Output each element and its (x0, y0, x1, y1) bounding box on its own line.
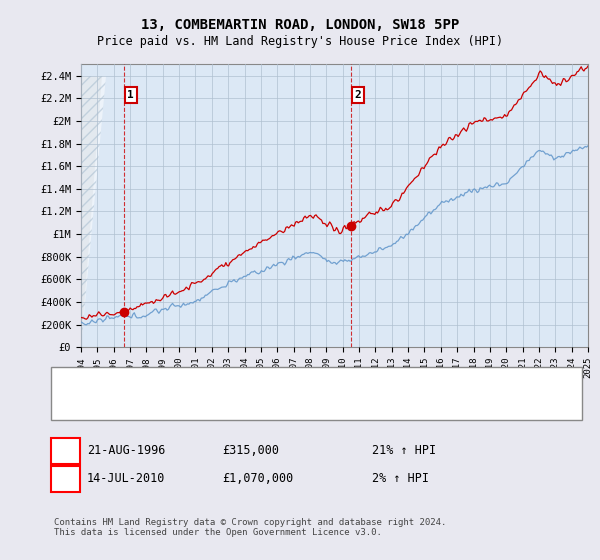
Text: HPI: Average price, detached house, Wandsworth: HPI: Average price, detached house, Wand… (105, 399, 392, 409)
Text: 14-JUL-2010: 14-JUL-2010 (87, 472, 166, 486)
Text: Price paid vs. HM Land Registry's House Price Index (HPI): Price paid vs. HM Land Registry's House … (97, 35, 503, 49)
Text: 1: 1 (62, 444, 69, 458)
Text: £315,000: £315,000 (222, 444, 279, 458)
Text: 2% ↑ HPI: 2% ↑ HPI (372, 472, 429, 486)
Text: 2: 2 (355, 90, 361, 100)
Text: 21-AUG-1996: 21-AUG-1996 (87, 444, 166, 458)
Text: 2: 2 (62, 472, 69, 486)
Polygon shape (81, 76, 102, 347)
Polygon shape (81, 76, 106, 347)
Text: 13, COMBEMARTIN ROAD, LONDON, SW18 5PP: 13, COMBEMARTIN ROAD, LONDON, SW18 5PP (141, 18, 459, 32)
Text: £1,070,000: £1,070,000 (222, 472, 293, 486)
Text: Contains HM Land Registry data © Crown copyright and database right 2024.
This d: Contains HM Land Registry data © Crown c… (54, 518, 446, 538)
Text: 1: 1 (127, 90, 134, 100)
Text: 13, COMBEMARTIN ROAD, LONDON, SW18 5PP (detached house): 13, COMBEMARTIN ROAD, LONDON, SW18 5PP (… (105, 378, 449, 388)
Text: 21% ↑ HPI: 21% ↑ HPI (372, 444, 436, 458)
